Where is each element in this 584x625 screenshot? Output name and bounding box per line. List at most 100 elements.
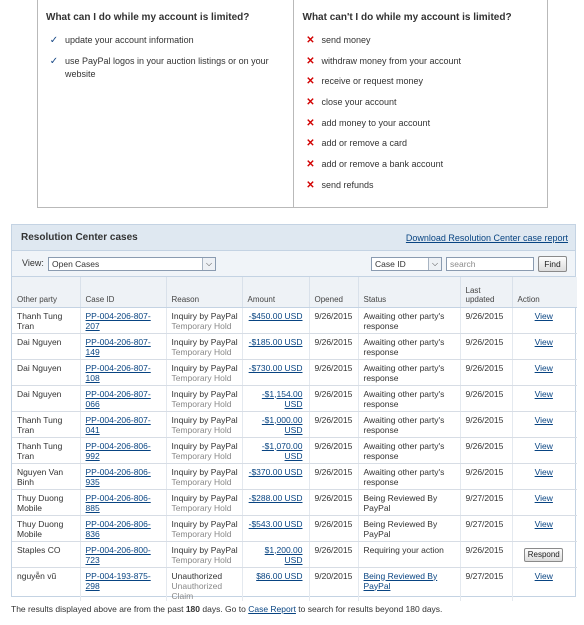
case-id-link[interactable]: PP-004-206-806-935 [85, 466, 151, 487]
view-case-link[interactable]: View [534, 336, 553, 347]
reason-cell: Inquiry by PayPal Temporary Hold [165, 385, 242, 412]
amount-cell: -$1,070.00 USD [241, 437, 309, 464]
amount-link[interactable]: -$730.00 USD [248, 362, 303, 373]
amount-cell: -$370.00 USD [241, 463, 309, 490]
opened-date-cell: 9/26/2015 [308, 359, 358, 386]
amount-link[interactable]: -$288.00 USD [248, 492, 303, 503]
view-case-link[interactable]: View [534, 310, 553, 321]
search-field-select[interactable]: Case ID ⌵ [371, 257, 442, 271]
view-case-link[interactable]: View [534, 440, 553, 451]
find-button[interactable]: Find [538, 256, 567, 272]
case-row: Thanh Tung Tran PP-004-206-806-992 Inquiry… [12, 437, 577, 464]
last-updated-cell: 9/26/2015 [459, 359, 512, 386]
view-case-link[interactable]: View [534, 570, 553, 581]
status-link[interactable]: Being Reviewed By PayPal [363, 570, 438, 591]
case-id-cell: PP-004-206-807-041 [79, 411, 166, 438]
reason-sublabel: Unauthorized Claim [171, 580, 223, 601]
reason-label: Inquiry by PayPal [171, 414, 238, 425]
can-do-column: What can I do while my account is limite… [38, 0, 293, 207]
case-id-link[interactable]: PP-004-206-807-207 [85, 310, 151, 331]
x-icon: ✕ [306, 97, 315, 109]
view-case-link[interactable]: View [534, 388, 553, 399]
case-id-link[interactable]: PP-004-206-807-066 [85, 388, 151, 409]
amount-link[interactable]: $1,200.00 USD [264, 544, 303, 565]
download-case-report-link[interactable]: Download Resolution Center case report [405, 232, 568, 243]
action-cell: View [511, 437, 577, 464]
reason-cell: Inquiry by PayPal Temporary Hold [165, 489, 242, 516]
case-id-link[interactable]: PP-004-206-806-992 [85, 440, 151, 461]
other-party-cell: Staples CO [12, 541, 80, 568]
allowed-action-item: ✓ update your account information [46, 34, 285, 47]
reason-sublabel: Temporary Hold [171, 320, 232, 331]
amount-cell: -$450.00 USD [241, 307, 309, 334]
status-cell: Being Reviewed By PayPal [357, 515, 460, 542]
view-case-link[interactable]: View [534, 492, 553, 503]
column-header-opened[interactable]: Opened [308, 277, 358, 308]
case-id-link[interactable]: PP-004-206-806-836 [85, 518, 151, 539]
amount-link[interactable]: -$1,154.00 USD [261, 388, 303, 409]
reason-cell: Inquiry by PayPal Temporary Hold [165, 463, 242, 490]
reason-cell: Inquiry by PayPal Temporary Hold [165, 359, 242, 386]
last-updated-cell: 9/26/2015 [459, 333, 512, 360]
footnote-text-start: The results displayed above are from the… [11, 604, 186, 614]
cases-table-body: Thanh Tung Tran PP-004-206-807-207 Inquiry… [12, 307, 577, 601]
amount-link[interactable]: -$450.00 USD [248, 310, 303, 321]
column-header-case-id[interactable]: Case ID [79, 277, 166, 308]
status-text: Awaiting other party's response [363, 440, 445, 461]
case-id-link[interactable]: PP-004-206-806-885 [85, 492, 151, 513]
resolution-center-header: Resolution Center cases Download Resolut… [12, 225, 575, 251]
case-row: Dai Nguyen PP-004-206-807-149 Inquiry by P… [12, 333, 577, 360]
search-input[interactable] [446, 257, 534, 271]
amount-link[interactable]: -$370.00 USD [248, 466, 303, 477]
x-icon: ✕ [306, 179, 315, 191]
resolution-center-panel: Resolution Center cases Download Resolut… [11, 224, 577, 601]
last-updated-cell: 9/27/2015 [459, 567, 512, 601]
case-report-link[interactable]: Case Report [248, 604, 296, 614]
restricted-action-item: ✕ add or remove a card [303, 137, 540, 150]
amount-link[interactable]: -$543.00 USD [248, 518, 303, 529]
reason-sublabel: Temporary Hold [171, 346, 232, 357]
amount-link[interactable]: $86.00 USD [256, 570, 303, 581]
status-text: Awaiting other party's response [363, 362, 445, 383]
other-party-cell: Dai Nguyen [12, 385, 80, 412]
respond-button[interactable]: Respond [524, 547, 564, 562]
status-text: Being Reviewed By PayPal [363, 518, 438, 539]
view-case-link[interactable]: View [534, 466, 553, 477]
case-id-link[interactable]: PP-004-206-807-149 [85, 336, 151, 357]
case-id-link[interactable]: PP-004-206-807-041 [85, 414, 151, 435]
opened-date-cell: 9/26/2015 [308, 463, 358, 490]
amount-link[interactable]: -$1,000.00 USD [261, 414, 303, 435]
view-case-link[interactable]: View [534, 362, 553, 373]
case-id-cell: PP-004-206-807-207 [79, 307, 166, 334]
column-header-other-party[interactable]: Other party [12, 277, 80, 308]
opened-date-cell: 9/26/2015 [308, 411, 358, 438]
reason-sublabel: Temporary Hold [171, 450, 232, 461]
column-header-status[interactable]: Status [357, 277, 460, 308]
can-do-heading: What can I do while my account is limite… [46, 12, 250, 23]
restricted-action-item: ✕ add money to your account [303, 117, 540, 130]
column-header-last-updated[interactable]: Last updated [459, 277, 512, 308]
other-party-cell: nguyễn vũ [17, 570, 57, 581]
cannot-do-list: ✕ send money ✕ withdraw money from your acc… [303, 34, 540, 192]
case-id-link[interactable]: PP-004-193-875-298 [85, 570, 151, 591]
case-id-cell: PP-004-206-806-992 [79, 437, 166, 464]
reason-sublabel: Temporary Hold [171, 372, 232, 383]
action-cell: View [511, 567, 577, 601]
case-id-link[interactable]: PP-004-206-800-723 [85, 544, 151, 565]
can-do-list: ✓ update your account information ✓ use Pay… [46, 34, 285, 81]
other-party-cell: Thanh Tung Tran [12, 437, 80, 464]
amount-link[interactable]: -$185.00 USD [248, 336, 303, 347]
case-id-link[interactable]: PP-004-206-807-108 [85, 362, 151, 383]
column-header-reason[interactable]: Reason [165, 277, 242, 308]
opened-date-cell: 9/26/2015 [308, 307, 358, 334]
column-header-amount[interactable]: Amount [241, 277, 309, 308]
action-item-label: send refunds [321, 179, 374, 190]
view-select[interactable]: Open Cases ⌵ [48, 257, 216, 271]
last-updated-cell: 9/26/2015 [459, 541, 512, 568]
view-case-link[interactable]: View [534, 414, 553, 425]
view-case-link[interactable]: View [534, 518, 553, 529]
reason-label: Inquiry by PayPal [171, 492, 238, 503]
table-header-row: Other party Case ID Reason Amount Opened… [12, 277, 577, 308]
resolution-center-title: Resolution Center cases [21, 232, 138, 243]
amount-link[interactable]: -$1,070.00 USD [261, 440, 303, 461]
